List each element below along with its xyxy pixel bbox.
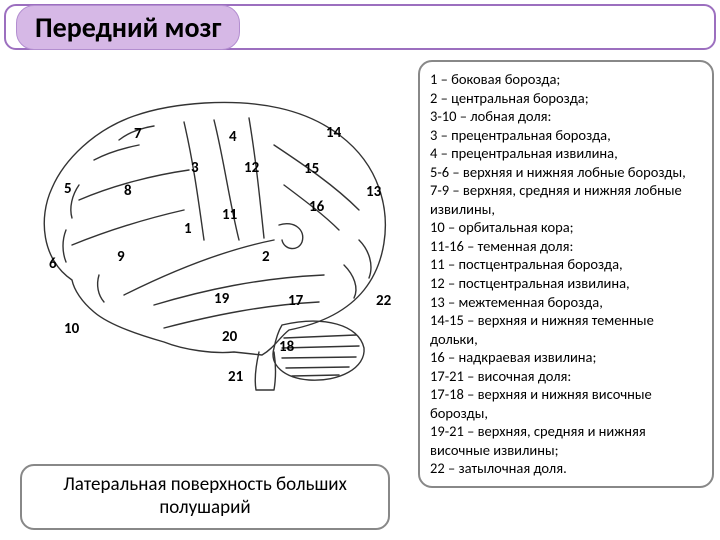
legend-line: 3-10 – лобная доля: bbox=[430, 107, 702, 126]
legend-line: 3 – прецентральная борозда, bbox=[430, 126, 702, 145]
title-bar: Передний мозг bbox=[4, 4, 716, 50]
diagram-label: 2 bbox=[262, 248, 270, 266]
legend-line: 19-21 – верхняя, средняя и нижняя височн… bbox=[430, 422, 702, 459]
diagram-label: 12 bbox=[244, 159, 259, 177]
legend-line: 4 – прецентральная извилина, bbox=[430, 144, 702, 163]
caption-text: Латеральная поверхность больших полушари… bbox=[63, 473, 347, 519]
diagram-label: 22 bbox=[376, 292, 391, 310]
diagram-label: 14 bbox=[326, 124, 341, 142]
legend-line: 11-16 – теменная доля: bbox=[430, 237, 702, 256]
diagram-label: 21 bbox=[228, 368, 243, 386]
diagram-label: 5 bbox=[64, 180, 72, 198]
legend-line: 17-21 – височная доля: bbox=[430, 367, 702, 386]
caption-box: Латеральная поверхность больших полушари… bbox=[20, 464, 390, 530]
legend-line: 2 – центральная борозда; bbox=[430, 89, 702, 108]
page-title: Передний мозг bbox=[16, 5, 240, 50]
diagram-label: 1 bbox=[184, 220, 192, 238]
legend-line: 7-9 – верхняя, средняя и нижняя лобные и… bbox=[430, 181, 702, 218]
diagram-label: 11 bbox=[222, 206, 237, 224]
diagram-label: 17 bbox=[288, 292, 303, 310]
diagram-label: 15 bbox=[304, 160, 319, 178]
legend-line: 12 – постцентральная извилина, bbox=[430, 274, 702, 293]
legend-line: 10 – орбитальная кора; bbox=[430, 218, 702, 237]
diagram-label: 6 bbox=[49, 255, 57, 273]
legend-line: 16 – надкраевая извилина; bbox=[430, 348, 702, 367]
diagram-label: 16 bbox=[309, 198, 324, 216]
diagram-label: 7 bbox=[134, 125, 142, 143]
legend-line: 1 – боковая борозда; bbox=[430, 70, 702, 89]
legend-line: 5-6 – верхняя и нижняя лобные борозды, bbox=[430, 163, 702, 182]
diagram-label: 9 bbox=[117, 248, 125, 266]
legend-line: 11 – постцентральная борозда, bbox=[430, 255, 702, 274]
brain-diagram: 74143121558111161369219172210201821 bbox=[4, 60, 410, 460]
diagram-label: 18 bbox=[279, 338, 294, 356]
legend-line: 17-18 – верхняя и нижняя височные борозд… bbox=[430, 385, 702, 422]
diagram-label: 8 bbox=[124, 182, 132, 200]
diagram-label: 19 bbox=[214, 290, 229, 308]
brain-illustration bbox=[24, 90, 404, 400]
legend-line: 22 – затылочная доля. bbox=[430, 459, 702, 478]
diagram-label: 10 bbox=[64, 320, 79, 338]
diagram-label: 13 bbox=[366, 183, 381, 201]
legend-line: 13 – межтеменная борозда, bbox=[430, 293, 702, 312]
legend-box: 1 – боковая борозда;2 – центральная боро… bbox=[418, 60, 714, 488]
diagram-label: 3 bbox=[191, 159, 199, 177]
diagram-label: 4 bbox=[229, 128, 237, 146]
legend-line: 14-15 – верхняя и нижняя теменные дольки… bbox=[430, 311, 702, 348]
diagram-label: 20 bbox=[222, 328, 237, 346]
